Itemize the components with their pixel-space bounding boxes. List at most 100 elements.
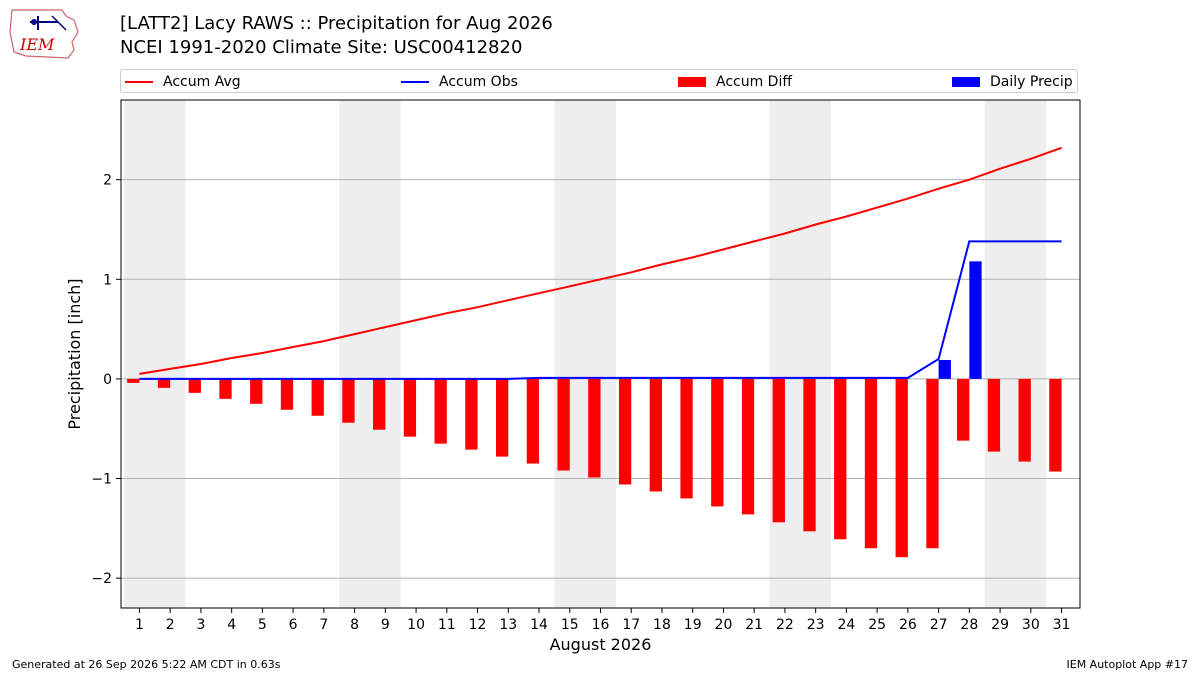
x-tick-label: 22 <box>776 617 794 633</box>
weekend-band <box>769 100 832 608</box>
x-tick-label: 12 <box>469 617 487 633</box>
x-tick-label: 5 <box>258 617 267 633</box>
legend-label-accum-diff: Accum Diff <box>716 74 793 90</box>
legend-entry-accum-obs: Accum Obs <box>401 73 518 91</box>
accum-diff-bar <box>403 378 417 437</box>
weekend-band <box>124 100 186 608</box>
x-tick-label: 3 <box>196 617 205 633</box>
chart-subtitle: NCEI 1991-2020 Climate Site: USC00412820 <box>120 37 523 58</box>
accum-diff-bar <box>803 378 816 532</box>
legend-swatch-accum-diff <box>678 77 706 87</box>
x-tick-label: 18 <box>653 617 671 633</box>
x-tick-label: 26 <box>899 617 917 633</box>
daily-precip-bar <box>539 377 552 379</box>
x-tick-label: 9 <box>381 617 390 633</box>
y-axis-label: Precipitation [inch] <box>65 278 84 429</box>
x-tick-label: 30 <box>1022 617 1040 633</box>
legend-entry-accum-diff: Accum Diff <box>678 73 792 91</box>
accum-diff-bar <box>342 378 355 423</box>
x-tick-label: 24 <box>837 617 855 633</box>
legend-label-accum-avg: Accum Avg <box>163 74 241 90</box>
legend-entry-daily-precip: Daily Precip <box>952 73 1073 91</box>
x-tick-label: 7 <box>319 617 328 633</box>
y-tick-label: −2 <box>91 571 112 587</box>
x-tick-label: 31 <box>1053 617 1071 633</box>
legend-entry-accum-avg: Accum Avg <box>125 73 241 91</box>
accum-diff-bar <box>311 378 324 416</box>
x-tick-label: 15 <box>561 617 579 633</box>
daily-precip-bar <box>938 359 951 379</box>
x-tick-label: 4 <box>227 617 236 633</box>
bars <box>127 261 1062 558</box>
accum-diff-bar <box>588 378 601 478</box>
footer-generated: Generated at 26 Sep 2026 5:22 AM CDT in … <box>12 658 281 671</box>
x-tick-label: 14 <box>530 617 548 633</box>
plot-frame <box>120 99 1081 609</box>
x-tick-label: 2 <box>166 617 175 633</box>
accum-diff-bar <box>649 378 662 492</box>
x-tick-label: 1 <box>135 617 144 633</box>
logo-text: IEM <box>19 35 55 54</box>
x-tick-label: 11 <box>438 617 456 633</box>
x-tick-label: 27 <box>930 617 948 633</box>
x-tick-label: 19 <box>684 617 702 633</box>
accum-diff-bar <box>680 378 693 499</box>
accum-diff-bar <box>711 378 724 507</box>
accum-diff-bar <box>895 378 908 558</box>
x-tick-label: 10 <box>407 617 425 633</box>
accum-diff-bar <box>219 378 232 399</box>
y-tick-label: −1 <box>91 472 112 488</box>
accum-diff-bar <box>864 378 878 549</box>
iem-logo: IEM <box>9 9 79 59</box>
accum-diff-bar <box>987 378 1001 452</box>
accum-diff-bar <box>495 378 509 457</box>
x-tick-label: 8 <box>350 617 359 633</box>
grid-lines <box>121 179 1080 579</box>
accum-obs-line <box>139 240 1062 380</box>
y-tick-label: 1 <box>103 272 112 288</box>
x-tick-label: 25 <box>868 617 886 633</box>
accum-diff-bar <box>557 378 570 471</box>
accum-diff-bar <box>250 378 263 404</box>
y-tick-label: 0 <box>103 372 112 388</box>
y-tick-label: 2 <box>103 173 112 189</box>
accum-diff-bar <box>434 378 447 444</box>
accum-diff-bar <box>1049 378 1062 472</box>
accum-diff-bar <box>188 378 201 393</box>
accum-diff-bar <box>280 378 294 410</box>
accum-diff-bar <box>618 378 632 485</box>
accum-diff-bar <box>127 378 140 383</box>
daily-precip-bar <box>969 261 982 379</box>
accum-diff-bar <box>772 378 785 523</box>
x-tick-label: 23 <box>807 617 825 633</box>
accum-diff-bar <box>526 378 540 464</box>
accum-diff-bar <box>957 378 970 441</box>
accum-diff-bar <box>373 378 386 430</box>
accum-diff-bar <box>834 378 847 540</box>
accum-diff-bar <box>157 378 171 388</box>
x-tick-label: 28 <box>960 617 978 633</box>
x-tick-label: 16 <box>592 617 610 633</box>
x-tick-label: 13 <box>499 617 517 633</box>
accum-avg-line <box>139 146 1062 375</box>
legend: Accum Avg Accum Obs Accum Diff Daily Pre… <box>120 69 1078 93</box>
x-tick-label: 6 <box>289 617 298 633</box>
weekend-band <box>984 100 1047 608</box>
weekend-shading <box>124 100 1047 608</box>
x-tick-label: 17 <box>622 617 640 633</box>
x-tick-label: 21 <box>745 617 763 633</box>
accum-diff-bar <box>741 378 755 515</box>
legend-label-accum-obs: Accum Obs <box>439 74 518 90</box>
x-axis-label: August 2026 <box>550 635 652 654</box>
lines <box>139 146 1062 380</box>
legend-swatch-accum-obs <box>401 81 429 83</box>
accum-diff-bar <box>465 378 478 450</box>
x-tick-label: 20 <box>715 617 733 633</box>
footer-app: IEM Autoplot App #17 <box>1066 658 1189 671</box>
accum-diff-bar <box>926 378 939 549</box>
chart-title: [LATT2] Lacy RAWS :: Precipitation for A… <box>120 13 553 34</box>
legend-label-daily-precip: Daily Precip <box>990 74 1073 90</box>
weekend-band <box>339 100 401 608</box>
